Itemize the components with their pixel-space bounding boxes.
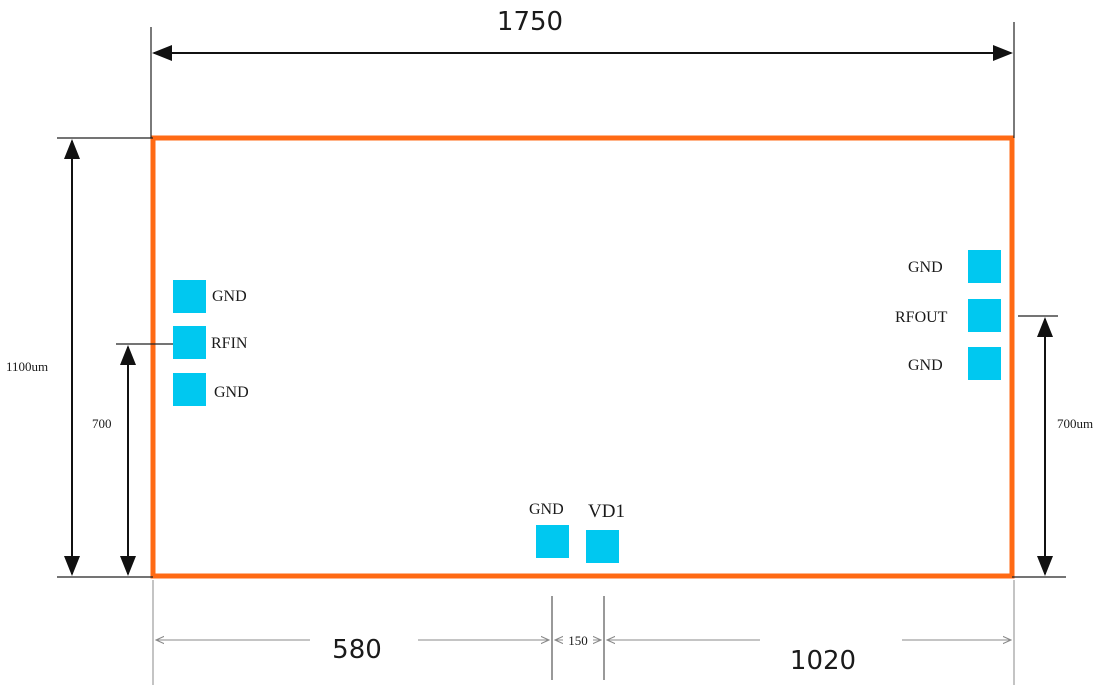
gnd-label-right-bottom: GND	[908, 357, 943, 374]
vd1-pad	[586, 530, 619, 563]
gnd-pad-right-bottom	[968, 347, 1001, 380]
rfout-height-label: 700um	[1057, 416, 1093, 431]
gnd-label-left-bottom: GND	[214, 384, 249, 401]
gnd-pad-left-bottom	[173, 373, 206, 406]
right-pad-group: GND RFOUT GND	[895, 250, 1001, 380]
total-height-label: 1100um	[6, 359, 48, 374]
left-pad-group: GND RFIN GND	[173, 280, 249, 406]
gnd-label-right-top: GND	[908, 259, 943, 276]
gnd-pad-left-top	[173, 280, 206, 313]
rfout-pad	[968, 299, 1001, 332]
gnd-label-left-top: GND	[212, 288, 247, 305]
vd1-label: VD1	[588, 501, 625, 522]
rfin-label: RFIN	[211, 335, 248, 352]
right-offset-label: 1020	[790, 646, 856, 676]
chip-outline	[150, 135, 1015, 579]
gnd-label-bottom: GND	[529, 501, 564, 518]
gnd-pad-right-top	[968, 250, 1001, 283]
rfin-height-dimension: 700	[92, 343, 178, 576]
left-offset-label: 580	[332, 635, 382, 665]
gnd-pad-bottom	[536, 525, 569, 558]
total-width-dimension: 1750	[150, 7, 1015, 138]
rfin-height-label: 700	[92, 416, 112, 431]
bottom-dimensions: 580 150 1020	[152, 580, 1015, 685]
pad-spacing-label: 150	[568, 633, 588, 648]
bottom-pad-group: GND VD1	[529, 501, 625, 563]
rfout-height-dimension: 700um	[1012, 315, 1093, 578]
total-width-label: 1750	[497, 7, 563, 37]
total-height-dimension: 1100um	[6, 137, 153, 578]
rfout-label: RFOUT	[895, 309, 948, 326]
rfin-pad	[173, 326, 206, 359]
